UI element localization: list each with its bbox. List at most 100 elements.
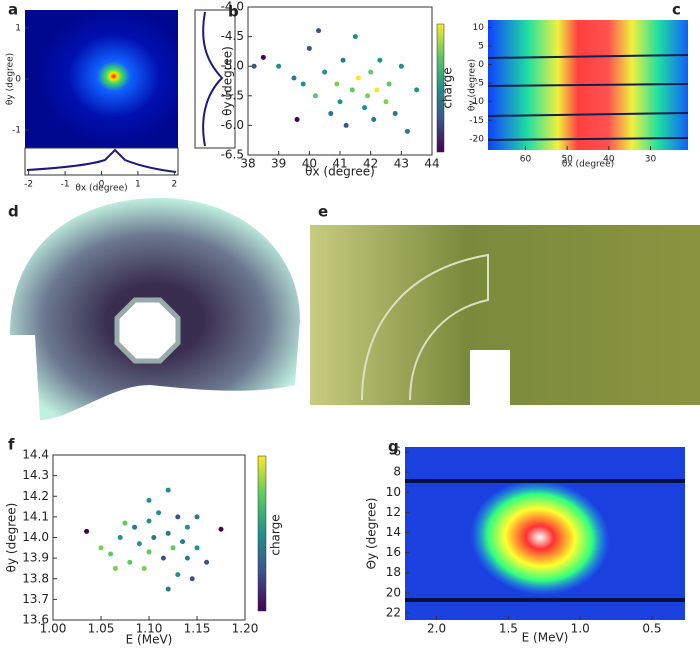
x-tick-label: 0.5	[642, 622, 661, 636]
scatter-point	[343, 122, 349, 128]
scatter-point	[312, 93, 318, 99]
scatter-point	[146, 549, 152, 555]
panel-label: f	[8, 436, 15, 454]
y-tick-label: 13.9	[22, 551, 49, 565]
y-tick-label: 14.0	[22, 530, 49, 544]
colorbar-label: charge	[441, 67, 455, 108]
plot-frame	[52, 454, 246, 621]
scatter-point	[151, 535, 157, 540]
y-axis-label: θy (degree)	[468, 59, 478, 111]
scatter-point	[194, 514, 200, 520]
scatter-point	[189, 576, 195, 582]
scatter-point	[352, 34, 358, 40]
panel-label: a	[8, 1, 18, 19]
scatter-point	[355, 75, 361, 81]
x-tick-label: 1.00	[40, 622, 67, 636]
scatter-point	[260, 54, 266, 60]
y-tick-label: -20	[469, 134, 484, 144]
heatmap-spot	[462, 470, 618, 605]
y-tick-label: -4.5	[221, 29, 244, 43]
scatter-point	[165, 487, 171, 493]
y-tick-label: 14.3	[22, 468, 49, 482]
scatter-point	[165, 586, 171, 592]
scatter-point	[328, 111, 334, 117]
x-tick-label: 1.10	[136, 622, 163, 636]
y-tick-label: 13.8	[22, 571, 49, 585]
scatter-point	[160, 555, 166, 561]
x-tick-label: 2.0	[427, 622, 446, 636]
panel-label: c	[672, 1, 681, 19]
y-tick-label: -5.0	[221, 59, 244, 73]
y-tick-label: 13.6	[22, 613, 49, 627]
y-tick-label: 16	[386, 545, 401, 559]
x-tick-label: 60	[520, 155, 532, 165]
scatter-point	[349, 87, 355, 93]
scatter-point	[127, 559, 133, 565]
scatter-point	[316, 28, 322, 34]
scatter-point	[204, 559, 210, 565]
scatter-point	[108, 551, 114, 557]
x-tick-label: 1.0	[571, 622, 590, 636]
scatter-point	[404, 128, 410, 134]
scatter-point	[368, 69, 374, 75]
scatter-point	[84, 528, 90, 534]
aperture	[114, 297, 181, 364]
scatter-point	[117, 535, 123, 540]
y-tick-label: 13.7	[22, 592, 49, 606]
x-tick-label: 1.5	[499, 622, 518, 636]
scatter-point	[98, 545, 104, 551]
scatter-point	[122, 520, 128, 526]
scatter-point	[340, 57, 346, 63]
scatter-point	[146, 497, 152, 503]
scatter-point	[218, 526, 224, 532]
scatter-point	[251, 63, 257, 69]
x-tick-label: -1	[61, 180, 70, 190]
scatter-point	[365, 93, 371, 99]
scatter-point	[170, 545, 176, 551]
panel-label: b	[228, 3, 239, 21]
x-tick-label: 0	[99, 180, 105, 190]
y-tick-label: 1	[15, 23, 21, 33]
scatter-point	[184, 555, 190, 561]
x-axis-label: θx (degree)	[305, 165, 375, 179]
y-tick-label: -1	[12, 126, 21, 136]
scatter-point	[132, 524, 138, 530]
heatmap-image	[25, 10, 178, 148]
x-tick-label: 40	[603, 155, 615, 165]
scatter-point	[334, 81, 340, 87]
x-tick-label: 30	[645, 155, 657, 165]
scatter-point	[276, 63, 282, 69]
scatter-point	[300, 81, 306, 87]
y-tick-label: 14	[386, 525, 401, 539]
scatter-point	[136, 541, 142, 547]
x-tick-label: 42	[363, 157, 378, 171]
scatter-point	[165, 530, 171, 536]
y-tick-label: 0	[478, 60, 484, 70]
y-axis-label: θy (degree)	[6, 53, 16, 105]
x-tick-label: -2	[24, 180, 33, 190]
scatter-point	[383, 99, 389, 105]
y-tick-label: 8	[393, 465, 401, 479]
x-tick-label: 44	[424, 157, 439, 171]
x-axis-label: θx (degree)	[75, 184, 127, 194]
x-axis-label: θx (degree)	[562, 160, 614, 170]
y-tick-label: -4.0	[221, 0, 244, 14]
scatter-point	[377, 57, 383, 63]
x-axis-label: E (MeV)	[126, 633, 173, 647]
scatter-point	[386, 81, 392, 87]
y-tick-label: -10	[469, 97, 484, 107]
scatter-point	[337, 99, 343, 105]
x-tick-label: 39	[271, 157, 286, 171]
y-tick-label: 18	[386, 565, 401, 579]
scatter-point	[156, 510, 162, 516]
colorbar-label: charge	[269, 514, 283, 555]
marginal-frame	[194, 9, 236, 149]
y-tick-label: 22	[386, 605, 401, 619]
scatter-point	[175, 572, 181, 578]
scatter-point	[306, 45, 312, 51]
y-tick-label: 12	[386, 505, 401, 519]
scatter-point	[322, 69, 328, 75]
y-tick-label: -5.5	[221, 88, 244, 102]
y-tick-label: 14.1	[22, 509, 49, 523]
